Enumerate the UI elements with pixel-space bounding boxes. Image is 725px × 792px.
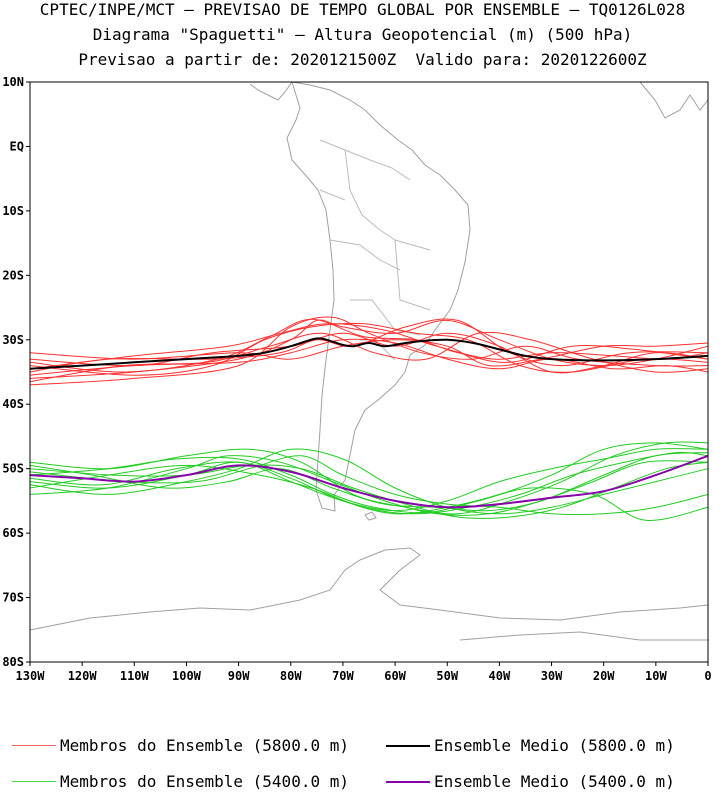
legend-item-red-members: Membros do Ensemble (5800.0 m)	[12, 736, 349, 755]
coastlines	[29, 81, 709, 641]
member-5800-line-6	[29, 322, 709, 376]
member-5400-line-7	[29, 452, 709, 512]
lat-tick-label: 60S	[2, 526, 24, 540]
falkland-islands	[364, 511, 377, 521]
lat-tick-label: 10S	[2, 204, 24, 218]
central-america-coast	[249, 81, 293, 101]
lon-tick-label: 0	[704, 669, 711, 683]
lat-tick-label: 40S	[2, 397, 24, 411]
lon-tick-label: 120W	[68, 669, 98, 683]
lon-tick-label: 40W	[489, 669, 511, 683]
contour-layer	[29, 316, 709, 521]
legend-swatch-red	[12, 745, 56, 746]
arctic-islands	[639, 81, 709, 119]
title-line-1: CPTEC/INPE/MCT — PREVISAO DE TEMPO GLOBA…	[39, 0, 686, 19]
legend-item-green-members: Membros do Ensemble (5400.0 m)	[12, 772, 349, 791]
lon-tick-label: 90W	[228, 669, 250, 683]
legend-item-black-mean: Ensemble Medio (5800.0 m)	[386, 736, 675, 755]
lon-tick-label: 50W	[436, 669, 458, 683]
lon-tick-label: 80W	[280, 669, 302, 683]
lon-tick-label: 20W	[593, 669, 615, 683]
legend-label-red-members: Membros do Ensemble (5800.0 m)	[60, 736, 349, 755]
member-5800-line-9	[29, 318, 709, 373]
legend-label-black-mean: Ensemble Medio (5800.0 m)	[434, 736, 675, 755]
member-5400-line-3	[29, 455, 709, 516]
lat-tick-label: 80S	[2, 655, 24, 669]
lon-tick-label: 70W	[332, 669, 354, 683]
ensemble-mean-5800-line	[29, 337, 709, 370]
title-line-3: Previsao a partir de: 2020121500Z Valido…	[78, 50, 647, 69]
lon-tick-label: 110W	[120, 669, 150, 683]
legend-label-green-members: Membros do Ensemble (5400.0 m)	[60, 772, 349, 791]
member-5400-line-9	[29, 442, 709, 515]
member-5800-line-10	[29, 338, 709, 376]
lat-tick-label: 70S	[2, 591, 24, 605]
lat-tick-label: 20S	[2, 268, 24, 282]
lon-tick-label: 100W	[172, 669, 202, 683]
lon-tick-label: 60W	[384, 669, 406, 683]
south-america-coast	[286, 81, 471, 512]
lat-tick-label: 50S	[2, 462, 24, 476]
lon-tick-label: 30W	[541, 669, 563, 683]
lon-tick-label: 130W	[16, 669, 46, 683]
legend-swatch-black	[386, 744, 430, 747]
member-5400-line-4	[29, 455, 709, 516]
legend-swatch-green	[12, 781, 56, 782]
map-frame	[29, 81, 709, 663]
legend-label-purple-mean: Ensemble Medio (5400.0 m)	[434, 772, 675, 791]
member-5400-line-6	[29, 451, 709, 515]
member-5800-line-8	[29, 323, 709, 370]
lat-tick-label: 10N	[2, 75, 24, 89]
legend-swatch-purple	[386, 780, 430, 783]
ensemble-mean-5400-line	[29, 454, 709, 509]
antarctica-coast	[29, 547, 709, 641]
member-5400-line-5	[29, 456, 709, 521]
legend-item-purple-mean: Ensemble Medio (5400.0 m)	[386, 772, 675, 791]
lat-tick-label: EQ	[10, 139, 24, 153]
member-5400-line-8	[29, 448, 709, 515]
lat-tick-label: 30S	[2, 333, 24, 347]
member-5800-line-1	[29, 319, 709, 379]
member-5400-line-1	[29, 441, 709, 515]
lon-tick-label: 10W	[645, 669, 667, 683]
title-line-2: Diagrama "Spaguetti" — Altura Geopotenci…	[92, 25, 633, 44]
country-borders	[319, 139, 431, 361]
